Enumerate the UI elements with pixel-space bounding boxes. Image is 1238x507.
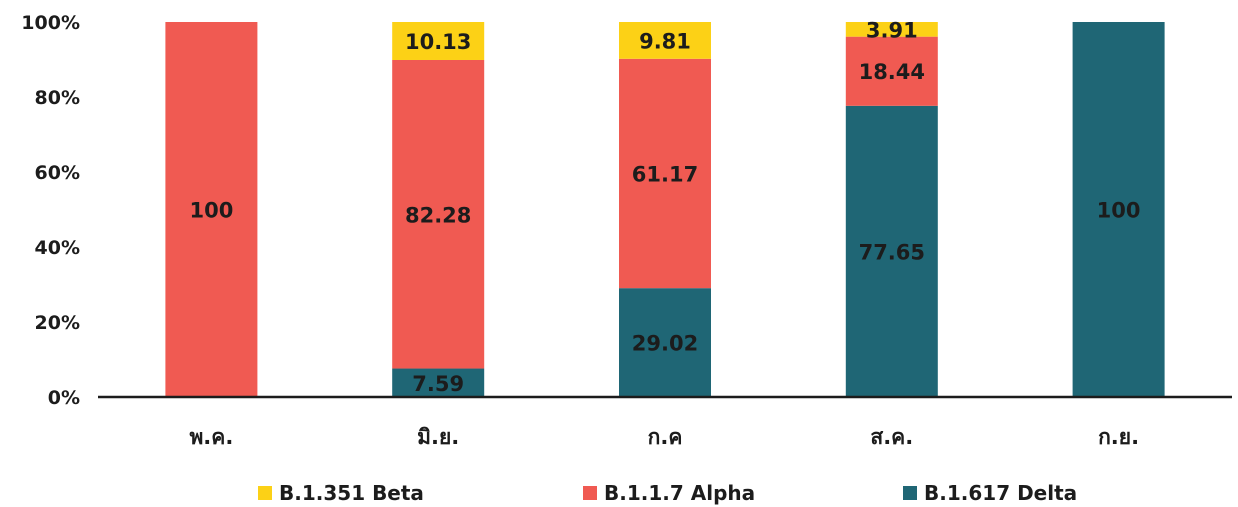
x-category-label: พ.ค. (189, 425, 233, 449)
bar-labels-group: 100 7.59 82.28 10.13 29.02 61.17 9.81 77.65 18.4… (189, 18, 1140, 395)
legend-swatch (258, 486, 272, 500)
legend: B.1.351 Beta B.1.1.7 Alpha B.1.617 Delta (258, 481, 1077, 505)
bar-segment-b-1-617-delta (619, 288, 711, 397)
data-label: 100 (1097, 199, 1141, 223)
bar-segment-b-1-351-beta (619, 22, 711, 59)
bar-segment-b-1-1-7-alpha (845, 36, 938, 106)
y-tick-label: 0% (48, 387, 80, 409)
data-label: 100 (189, 199, 233, 223)
bar-segment-b-1-617-delta (392, 368, 485, 397)
legend-label: B.1.1.7 Alpha (604, 481, 755, 505)
data-label: 61.17 (632, 162, 698, 186)
x-category-label: มิ.ย. (417, 425, 459, 449)
data-label: 7.59 (412, 372, 464, 396)
y-tick-label: 20% (35, 312, 80, 334)
bar-segment-b-1-1-7-alpha (619, 58, 711, 289)
y-axis-ticks: 0% 20% 40% 60% 80% 100% (21, 12, 80, 409)
legend-swatch (903, 486, 917, 500)
x-category-label: ก.ย. (1098, 425, 1139, 449)
bar-segment-b-1-351-beta (845, 22, 938, 37)
legend-swatch (583, 486, 597, 500)
legend-label: B.1.351 Beta (279, 481, 424, 505)
data-label: 10.13 (405, 30, 471, 54)
x-category-label: ส.ค. (870, 425, 913, 449)
data-label: 9.81 (639, 29, 691, 53)
bar-segment-b-1-351-beta (392, 22, 485, 60)
data-label: 29.02 (632, 332, 698, 356)
bar-segment-b-1-1-7-alpha (165, 22, 258, 397)
y-tick-label: 80% (35, 87, 80, 109)
bar-segment-b-1-617-delta (845, 105, 938, 397)
legend-label: B.1.617 Delta (924, 481, 1077, 505)
bar-segment-b-1-1-7-alpha (392, 59, 485, 369)
bar-segment-b-1-617-delta (1072, 22, 1165, 397)
data-label: 77.65 (859, 240, 925, 264)
data-label: 18.44 (859, 60, 925, 84)
data-label: 82.28 (405, 203, 471, 227)
bars-group (165, 22, 1165, 397)
y-tick-label: 40% (35, 237, 80, 259)
y-tick-label: 60% (35, 162, 80, 184)
data-label: 3.91 (866, 18, 918, 42)
y-tick-label: 100% (21, 12, 80, 34)
x-axis-ticks: พ.ค. มิ.ย. ก.ค ส.ค. ก.ย. (189, 425, 1139, 449)
x-category-label: ก.ค (648, 425, 683, 449)
